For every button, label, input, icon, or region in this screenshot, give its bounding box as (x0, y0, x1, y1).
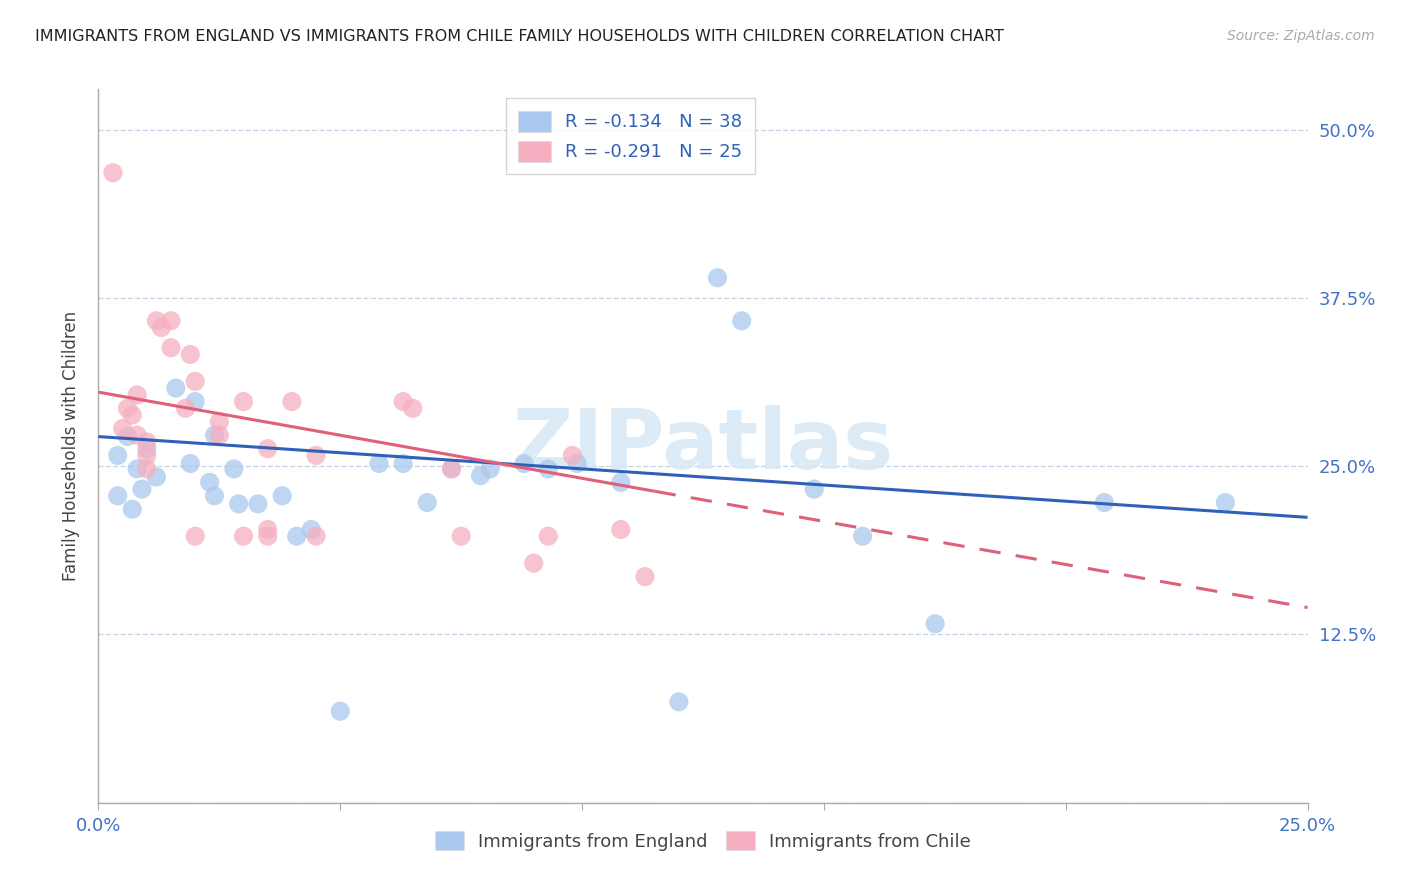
Point (440, 462, 463, 476)
Point (131, 482, 153, 496)
Point (440, 462, 463, 476)
Text: Source: ZipAtlas.com: Source: ZipAtlas.com (1227, 29, 1375, 43)
Point (299, 523, 322, 537)
Point (706, 270, 728, 285)
Point (232, 394, 254, 409)
Point (117, 401, 139, 416)
Point (145, 470, 167, 484)
Point (256, 523, 278, 537)
Point (610, 523, 633, 537)
Point (184, 394, 207, 409)
Point (135, 449, 157, 463)
Point (179, 457, 201, 471)
Point (392, 457, 415, 471)
Point (135, 434, 157, 449)
Point (127, 428, 149, 442)
Point (305, 529, 328, 543)
Point (523, 556, 546, 570)
Point (150, 320, 173, 334)
Y-axis label: Family Households with Children: Family Households with Children (62, 311, 80, 581)
Point (1215, 495, 1237, 509)
Point (117, 429, 139, 443)
Point (228, 497, 250, 511)
Point (852, 529, 875, 543)
Point (145, 314, 167, 328)
Point (271, 489, 294, 503)
Point (470, 468, 492, 483)
Point (107, 489, 129, 503)
Point (561, 449, 583, 463)
Point (256, 442, 278, 456)
Point (165, 381, 187, 395)
Text: ZIPatlas: ZIPatlas (513, 406, 893, 486)
Text: IMMIGRANTS FROM ENGLAND VS IMMIGRANTS FROM CHILE FAMILY HOUSEHOLDS WITH CHILDREN: IMMIGRANTS FROM ENGLAND VS IMMIGRANTS FR… (35, 29, 1004, 44)
Point (513, 457, 536, 471)
Point (111, 421, 134, 435)
Point (160, 341, 183, 355)
Point (135, 442, 157, 456)
Legend: R = -0.134   N = 38, R = -0.291   N = 25: R = -0.134 N = 38, R = -0.291 N = 25 (506, 98, 755, 174)
Point (184, 375, 207, 389)
Point (329, 704, 352, 718)
Point (479, 462, 502, 476)
Point (121, 502, 143, 516)
Point (803, 482, 825, 496)
Point (567, 457, 589, 471)
Point (537, 462, 560, 476)
Point (634, 569, 657, 583)
Point (402, 401, 425, 416)
Point (160, 314, 183, 328)
Point (281, 394, 304, 409)
Point (179, 347, 201, 361)
Point (198, 475, 221, 490)
Point (222, 462, 245, 476)
Point (256, 529, 278, 543)
Point (127, 388, 149, 402)
Point (305, 449, 328, 463)
Point (247, 497, 270, 511)
Point (668, 695, 690, 709)
Point (232, 529, 254, 543)
Point (101, 166, 124, 180)
Point (135, 462, 157, 476)
Point (450, 529, 472, 543)
Point (392, 394, 415, 409)
Point (610, 475, 633, 490)
Point (208, 428, 231, 442)
Point (174, 401, 197, 416)
Point (107, 449, 129, 463)
Point (208, 415, 231, 429)
Point (368, 457, 391, 471)
Point (416, 495, 439, 509)
Point (731, 314, 754, 328)
Point (537, 529, 560, 543)
Point (184, 529, 207, 543)
Point (127, 462, 149, 476)
Point (204, 489, 226, 503)
Point (924, 616, 946, 631)
Point (204, 428, 226, 442)
Point (121, 408, 143, 422)
Point (1094, 495, 1116, 509)
Point (285, 529, 308, 543)
